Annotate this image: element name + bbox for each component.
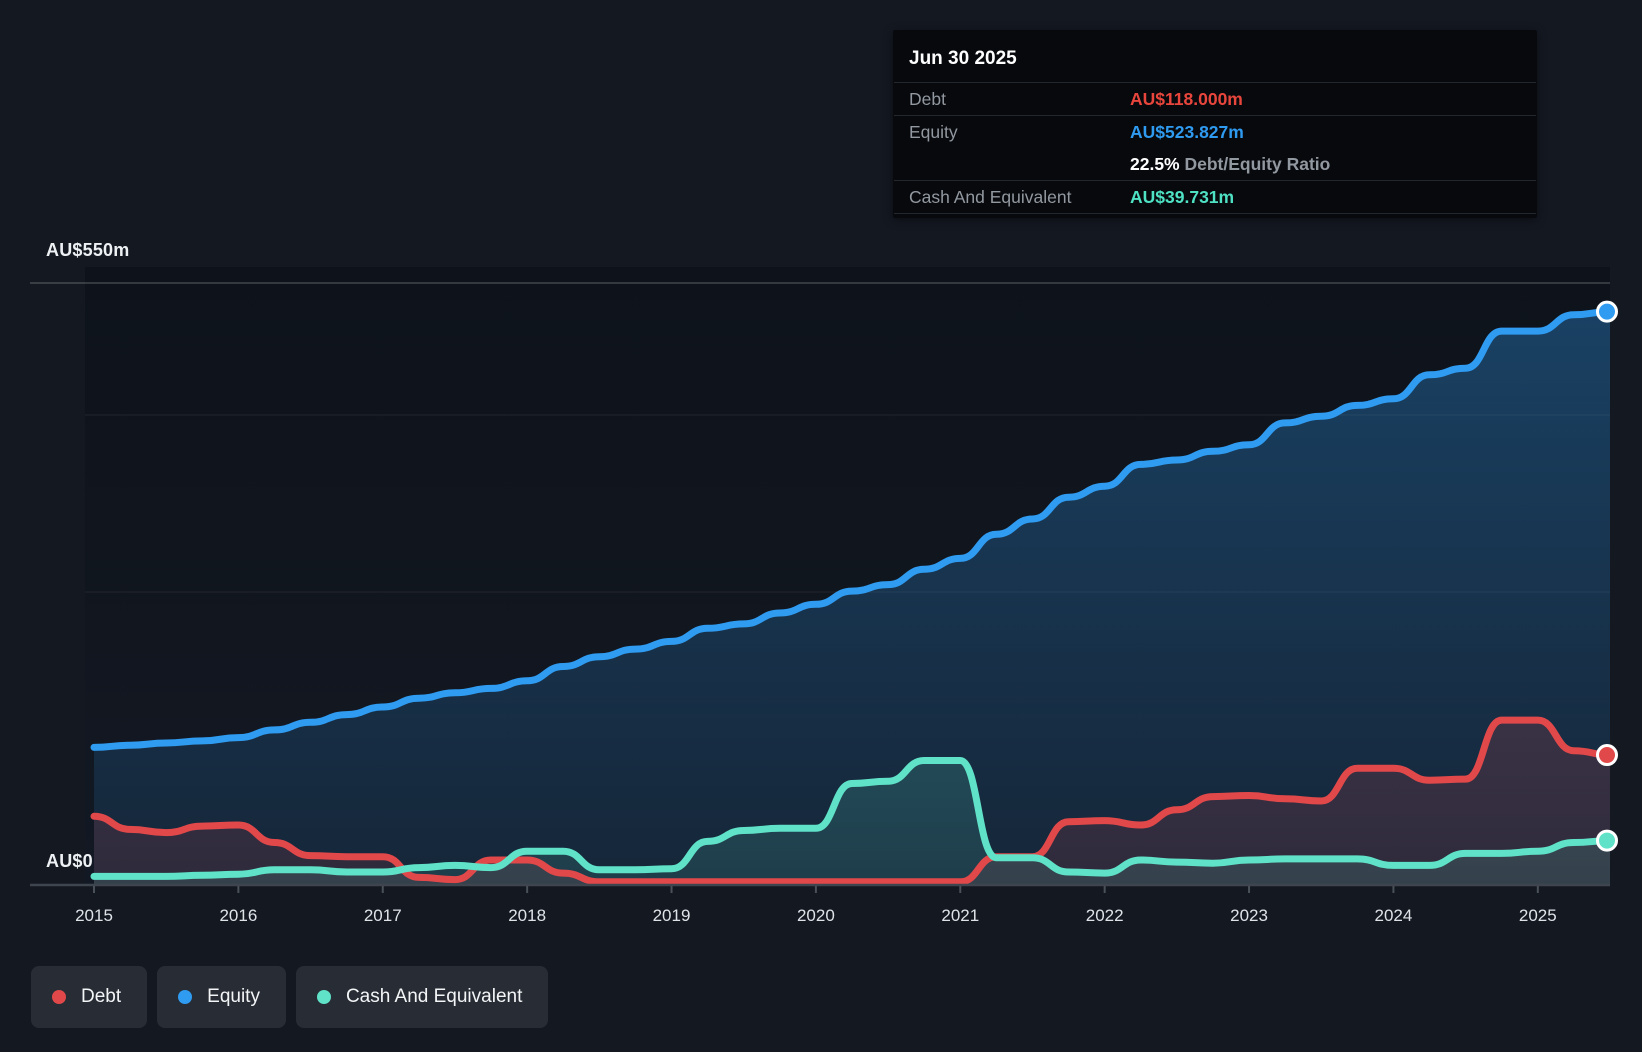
x-axis-year-label: 2015 — [75, 906, 113, 925]
y-axis-max-label: AU$550m — [46, 240, 130, 260]
line-debt[interactable] — [90, 716, 1614, 886]
x-axis-year-label: 2016 — [219, 906, 258, 925]
x-axis-year-label: 2021 — [941, 906, 980, 925]
tooltip-row-label: Debt — [909, 88, 946, 109]
endpoint-marker-equity[interactable] — [1596, 300, 1618, 323]
line-cash[interactable] — [90, 757, 1614, 880]
legend-chip-debt[interactable]: Debt — [31, 966, 148, 1028]
endpoint-marker-cash[interactable] — [1596, 829, 1618, 852]
legend-label: Debt — [81, 986, 122, 1007]
tooltip-divider — [894, 82, 1536, 83]
y-axis-zero-label: AU$0 — [46, 851, 93, 871]
tooltip-divider — [894, 180, 1536, 181]
legend-label: Cash And Equivalent — [345, 986, 523, 1007]
tooltip-divider — [894, 115, 1536, 116]
legend-label: Equity — [207, 986, 260, 1007]
x-axis-year-label: 2023 — [1230, 906, 1268, 925]
legend-dot-icon — [52, 990, 66, 1004]
legend-chip-cash-and-equivalent[interactable]: Cash And Equivalent — [295, 966, 549, 1028]
tooltip-divider — [894, 213, 1536, 214]
x-axis-year-label: 2018 — [508, 906, 547, 925]
x-axis-year-label: 2025 — [1518, 906, 1557, 925]
line-equity[interactable] — [90, 308, 1614, 751]
x-axis-year-label: 2019 — [652, 906, 691, 925]
area-equity — [94, 311, 1610, 885]
area-cash — [94, 760, 1610, 884]
tooltip-row-value: AU$118.000m — [1130, 88, 1243, 109]
x-axis-year-label: 2024 — [1374, 906, 1413, 925]
tooltip-row-label: Equity — [909, 121, 958, 142]
tooltip-date: Jun 30 2025 — [909, 48, 1017, 69]
tooltip-row-label: Cash And Equivalent — [909, 186, 1072, 207]
tooltip-row-value: AU$39.731m — [1130, 186, 1235, 207]
legend-chip-equity[interactable]: Equity — [157, 966, 286, 1028]
chart-legend: Debt Equity Cash And Equivalent — [31, 966, 549, 1028]
tooltip-row-equity: Equity AU$523.827m — [893, 116, 1537, 148]
legend-dot-icon — [178, 990, 193, 1004]
tooltip-row-ratio: 22.5% Debt/Equity Ratio — [893, 148, 1537, 180]
x-axis-year-label: 2020 — [796, 906, 835, 925]
area-debt — [94, 720, 1610, 884]
endpoint-marker-debt[interactable] — [1596, 744, 1618, 767]
tooltip-row-value: AU$523.827m — [1130, 121, 1244, 142]
x-axis-year-label: 2022 — [1085, 906, 1124, 925]
legend-dot-icon — [316, 990, 331, 1004]
tooltip-row-cash-and-equivalent: Cash And Equivalent AU$39.731m — [893, 181, 1537, 213]
x-axis-year-label: 2017 — [363, 906, 402, 925]
tooltip-row-debt: Debt AU$118.000m — [893, 83, 1537, 115]
tooltip-row-value: 22.5% Debt/Equity Ratio — [1130, 153, 1331, 174]
chart-tooltip: Jun 30 2025 Debt AU$118.000m Equity AU$523.… — [893, 30, 1537, 218]
